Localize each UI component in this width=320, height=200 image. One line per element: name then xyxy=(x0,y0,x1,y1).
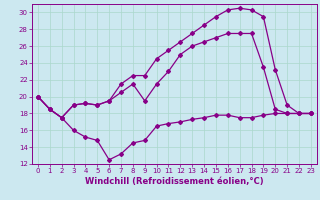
X-axis label: Windchill (Refroidissement éolien,°C): Windchill (Refroidissement éolien,°C) xyxy=(85,177,264,186)
